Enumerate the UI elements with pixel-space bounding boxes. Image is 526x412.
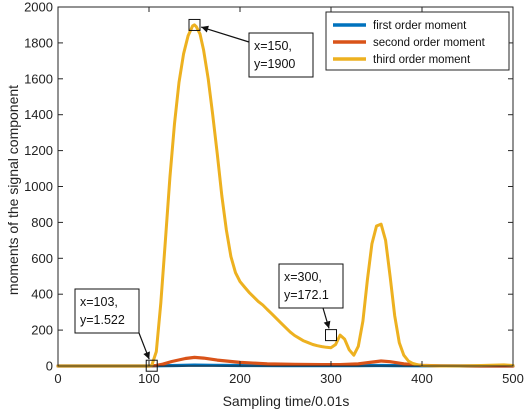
- x-tick-label: 100: [138, 371, 160, 386]
- annotation-box: [248, 32, 314, 78]
- y-tick-label: 1400: [24, 107, 53, 122]
- x-tick-label: 200: [229, 371, 251, 386]
- annotation-label: x=103,: [80, 295, 118, 309]
- y-axis-title: moments of the signal component: [5, 85, 21, 295]
- y-tick-label: 800: [31, 215, 53, 230]
- legend-label: second order moment: [373, 37, 486, 49]
- annotation-label: x=150,: [254, 39, 292, 53]
- y-tick-label: 1000: [24, 179, 53, 194]
- x-tick-label: 0: [54, 371, 61, 386]
- annotation-marker: [145, 359, 158, 372]
- y-tick-label: 1600: [24, 71, 53, 86]
- y-tick-label: 0: [46, 359, 53, 374]
- annotation-arrowhead: [323, 320, 331, 329]
- x-tick-label: 400: [411, 371, 433, 386]
- annotation-marker: [188, 18, 201, 31]
- x-tick-label: 500: [502, 371, 524, 386]
- annotation-label: y=1900: [254, 57, 295, 71]
- y-tick-label: 1200: [24, 143, 53, 158]
- annotation-label: y=172.1: [284, 288, 329, 302]
- x-axis-title: Sampling time/0.01s: [223, 393, 350, 409]
- annotation-arrow: [201, 26, 250, 43]
- y-tick-label: 1800: [24, 35, 53, 50]
- annotation-label: x=300,: [284, 270, 322, 284]
- series-line-3: [56, 23, 515, 368]
- legend-label: first order moment: [373, 20, 467, 32]
- y-tick-label: 600: [31, 251, 53, 266]
- annotation-box: [278, 263, 344, 309]
- annotation-arrowhead: [201, 25, 209, 33]
- annotation-marker: [325, 329, 337, 342]
- y-tick-label: 400: [31, 287, 53, 302]
- annotation-box: [74, 288, 140, 334]
- y-tick-label: 200: [31, 323, 53, 338]
- series-line-2: [56, 355, 515, 368]
- legend-label: third order moment: [373, 54, 471, 66]
- y-tick-label: 2000: [24, 0, 53, 15]
- annotation-label: y=1.522: [80, 313, 125, 327]
- x-tick-label: 300: [320, 371, 342, 386]
- annotation-arrowhead: [143, 351, 150, 360]
